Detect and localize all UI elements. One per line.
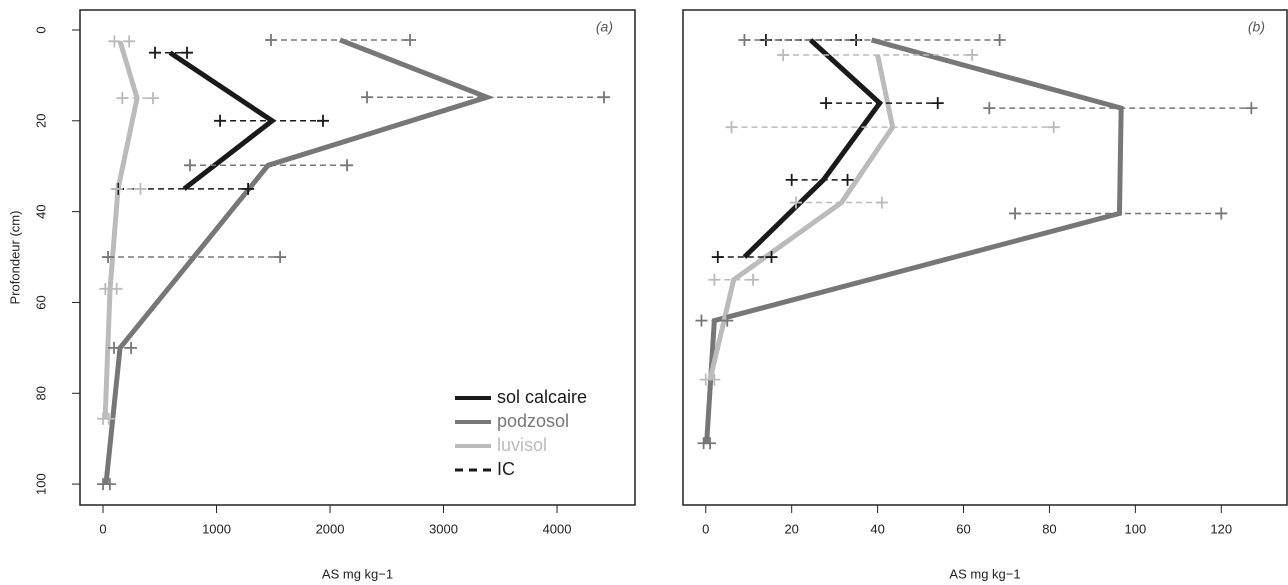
ci-end: [820, 97, 833, 110]
ci-end: [598, 91, 611, 104]
x-tick-label: 20: [784, 521, 798, 536]
ci-end: [102, 412, 115, 425]
ci-end: [110, 282, 123, 295]
ci-end: [404, 33, 417, 46]
x-tick-label: 0: [99, 521, 106, 536]
x-axis-label: AS mg kg−1: [322, 566, 393, 581]
legend-label: sol calcaire: [497, 387, 587, 407]
y-tick-label: 100: [33, 473, 48, 495]
y-tick-label: 20: [33, 114, 48, 128]
x-tick-label: 4000: [543, 521, 572, 536]
x-tick-label: 60: [956, 521, 970, 536]
ci-end: [146, 92, 159, 105]
ci-end: [1047, 121, 1060, 134]
ci-end: [695, 314, 708, 327]
legend-label: podzosol: [497, 411, 569, 431]
ci-end: [108, 341, 121, 354]
ci-end: [108, 35, 121, 48]
x-tick-label: 40: [870, 521, 884, 536]
ci-end: [993, 33, 1006, 46]
ci-end: [242, 182, 255, 195]
x-tick-label: 2000: [316, 521, 345, 536]
ci-end: [708, 373, 721, 386]
series-line: [707, 54, 896, 381]
ci-end: [966, 48, 979, 61]
ci-end: [134, 182, 147, 195]
ci-end: [983, 102, 996, 115]
legend-label: IC: [497, 459, 515, 479]
y-tick-label: 60: [33, 295, 48, 309]
plot-frame: [79, 9, 636, 506]
ci-end: [361, 91, 374, 104]
ci-end: [274, 251, 287, 264]
ci-end: [1245, 102, 1258, 115]
ci-end: [721, 314, 734, 327]
ci-end: [316, 114, 329, 127]
ci-end: [116, 92, 129, 105]
ci-end: [103, 478, 116, 491]
ci-end: [789, 196, 802, 209]
ci-end: [265, 33, 278, 46]
ci-end: [785, 173, 798, 186]
ci-end: [123, 35, 136, 48]
x-tick-label: 80: [1042, 521, 1056, 536]
ci-end: [708, 273, 721, 286]
x-tick-label: 1000: [202, 521, 231, 536]
y-tick-label: 80: [33, 386, 48, 400]
x-tick-label: 0: [702, 521, 709, 536]
ci-end: [125, 341, 138, 354]
ci-end: [102, 251, 115, 264]
ci-end: [765, 251, 778, 264]
ci-end: [214, 114, 227, 127]
panel-label: (a): [596, 19, 613, 35]
ci-end: [704, 437, 717, 450]
series-line: [742, 38, 884, 259]
x-tick-label: 3000: [429, 521, 458, 536]
y-axis-label: Profondeur (cm): [7, 211, 22, 305]
ci-end: [875, 196, 888, 209]
ci-end: [1009, 207, 1022, 220]
panel-label: (b): [1248, 19, 1265, 35]
ci-end: [841, 173, 854, 186]
ci-end: [747, 273, 760, 286]
ci-end: [149, 46, 162, 59]
ci-end: [738, 33, 751, 46]
ci-end: [1215, 207, 1228, 220]
x-tick-label: 100: [1125, 521, 1147, 536]
series-line: [704, 37, 1124, 444]
ci-end: [725, 121, 738, 134]
y-tick-label: 0: [33, 26, 48, 33]
ci-end: [110, 182, 123, 195]
series-line: [103, 37, 495, 485]
ci-end: [931, 97, 944, 110]
x-tick-label: 120: [1210, 521, 1232, 536]
y-tick-label: 40: [33, 204, 48, 218]
x-axis-label: AS mg kg−1: [949, 566, 1020, 581]
ci-end: [777, 48, 790, 61]
ci-end: [711, 251, 724, 264]
plot-frame: [682, 9, 1288, 506]
ci-end: [341, 159, 354, 172]
ci-end: [183, 159, 196, 172]
legend-label: luvisol: [497, 435, 547, 455]
ci-end: [181, 46, 194, 59]
ci-end: [99, 282, 112, 295]
